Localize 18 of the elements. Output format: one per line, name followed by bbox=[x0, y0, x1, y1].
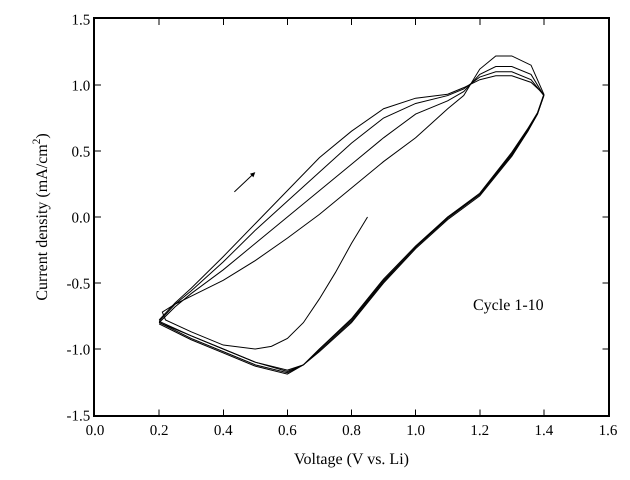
y-tick-label: 0.5 bbox=[72, 144, 90, 160]
y-tick-label: -0.5 bbox=[66, 276, 90, 292]
x-tick-label: 1.2 bbox=[470, 422, 490, 439]
x-tick-label: 0.0 bbox=[86, 422, 104, 439]
x-tick-label: 0.6 bbox=[278, 422, 298, 439]
y-tick-label: 0.0 bbox=[72, 210, 90, 226]
x-tick-label: 0.4 bbox=[214, 422, 234, 439]
y-tick-label: -1.0 bbox=[66, 342, 90, 358]
x-tick-label: 0.2 bbox=[150, 422, 169, 439]
x-tick-label: 1.0 bbox=[406, 422, 426, 439]
y-tick-label: 1.5 bbox=[72, 12, 90, 28]
x-tick-label: 0.8 bbox=[342, 422, 361, 439]
y-tick-label: 1.0 bbox=[72, 78, 90, 94]
x-tick-label: 1.4 bbox=[534, 422, 554, 439]
x-tick-label: 1.6 bbox=[598, 422, 618, 439]
annotation: Cycle 1-10 bbox=[473, 297, 544, 314]
y-tick-label: -1.5 bbox=[66, 408, 90, 424]
x-axis-title: Voltage (V vs. Li) bbox=[294, 450, 409, 468]
